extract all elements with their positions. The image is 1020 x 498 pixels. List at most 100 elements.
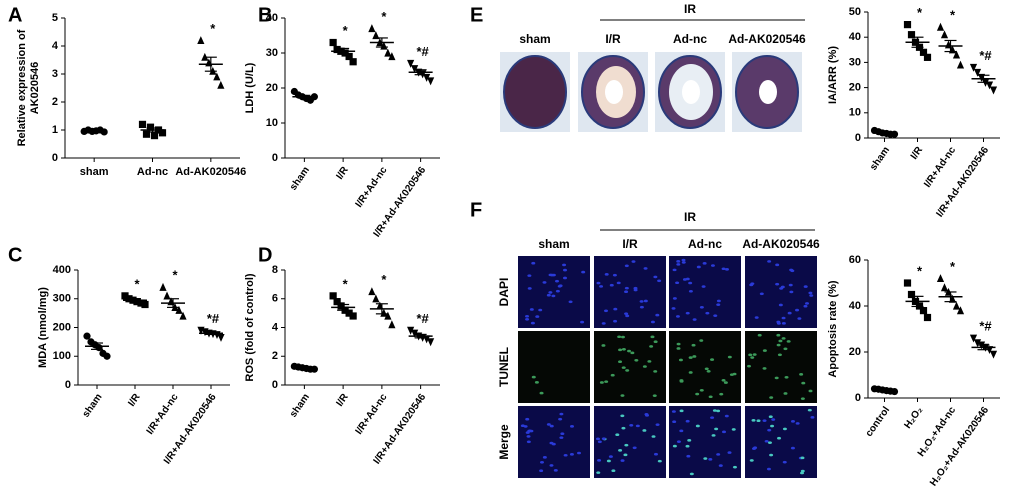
y-axis-label: Relative expression of: [16, 29, 28, 146]
nucleus: [692, 318, 697, 321]
nucleus: [563, 268, 568, 272]
y-tick-label: 0: [272, 379, 278, 391]
nucleus: [810, 416, 815, 419]
point: [940, 283, 949, 292]
nucleus: [692, 355, 697, 358]
panel-letter: F: [470, 199, 482, 221]
y-tick-label: 3: [52, 68, 58, 80]
y-tick-label: 0: [272, 152, 278, 164]
nucleus: [655, 423, 660, 426]
nucleus: [650, 320, 655, 324]
nucleus: [754, 316, 759, 319]
nucleus: [618, 449, 623, 452]
significance: *: [917, 263, 923, 278]
nucleus: [653, 452, 658, 456]
y-tick-label: 20: [849, 346, 861, 358]
nucleus: [778, 303, 783, 307]
nucleus: [551, 294, 556, 298]
y-axis-label: IA/ARR (%): [827, 46, 839, 104]
nucleus: [783, 392, 788, 395]
nucleus: [632, 446, 637, 450]
column-label: I/R: [605, 32, 621, 46]
significance: *: [381, 272, 387, 287]
point: [936, 274, 945, 282]
nucleus: [691, 343, 696, 347]
y-tick-label: 8: [272, 264, 278, 276]
nucleus: [781, 337, 786, 340]
point: [337, 302, 345, 310]
nucleus: [625, 369, 630, 372]
nucleus: [782, 460, 787, 464]
nucleus: [539, 469, 544, 473]
nucleus: [724, 268, 729, 271]
nucleus: [782, 427, 787, 431]
x-tick-label: H₂O₂: [902, 405, 925, 431]
point: [159, 282, 167, 291]
nucleus: [790, 420, 795, 423]
nucleus: [679, 409, 684, 413]
nucleus: [675, 315, 680, 318]
nucleus: [790, 269, 795, 273]
nucleus: [604, 273, 609, 276]
nucleus: [809, 294, 814, 297]
significance: *: [381, 9, 387, 24]
nucleus: [620, 414, 625, 418]
nucleus: [688, 356, 693, 359]
heart-slice: [503, 55, 567, 129]
nucleus: [771, 418, 776, 421]
point: [956, 306, 965, 315]
nucleus: [685, 444, 690, 448]
column-label: sham: [538, 237, 569, 251]
nucleus: [526, 435, 531, 438]
point: [368, 287, 376, 296]
nucleus: [653, 340, 658, 344]
nucleus: [705, 311, 710, 315]
point: [989, 350, 998, 359]
nucleus: [549, 464, 554, 467]
x-tick-label: sham: [288, 165, 312, 193]
micrograph: [594, 256, 666, 328]
point: [341, 49, 349, 57]
nucleus: [711, 434, 716, 437]
nucleus: [655, 313, 660, 317]
nucleus: [643, 267, 648, 270]
nucleus: [675, 281, 680, 285]
nucleus: [681, 258, 686, 262]
panel-letter: A: [8, 4, 22, 26]
nucleus: [710, 358, 715, 361]
nucleus: [767, 441, 772, 444]
y-tick-label: 30: [266, 47, 278, 59]
point: [368, 24, 376, 33]
nucleus: [767, 260, 772, 263]
nucleus: [695, 392, 700, 396]
point: [936, 22, 945, 31]
point: [372, 31, 380, 40]
group-label: IR: [684, 2, 696, 16]
nucleus: [523, 425, 528, 428]
nucleus: [650, 335, 655, 339]
y-tick-label: 20: [266, 82, 278, 94]
nucleus: [756, 419, 761, 423]
point: [197, 36, 205, 44]
point: [907, 31, 916, 39]
significance: *#: [979, 319, 992, 334]
panel-letter: B: [258, 4, 272, 26]
point: [985, 81, 994, 90]
point: [907, 290, 916, 299]
nucleus: [749, 459, 754, 462]
nucleus: [525, 417, 530, 421]
nucleus: [609, 283, 614, 287]
nucleus: [768, 415, 773, 419]
significance: *: [343, 23, 349, 38]
nucleus: [750, 356, 755, 359]
nucleus: [777, 436, 782, 440]
point: [333, 45, 341, 54]
micrograph: [669, 406, 741, 478]
point: [380, 308, 388, 317]
nucleus: [732, 372, 737, 376]
nucleus: [618, 348, 623, 352]
point: [349, 312, 357, 320]
nucleus: [803, 285, 808, 288]
nucleus: [601, 322, 606, 325]
point: [179, 311, 187, 320]
